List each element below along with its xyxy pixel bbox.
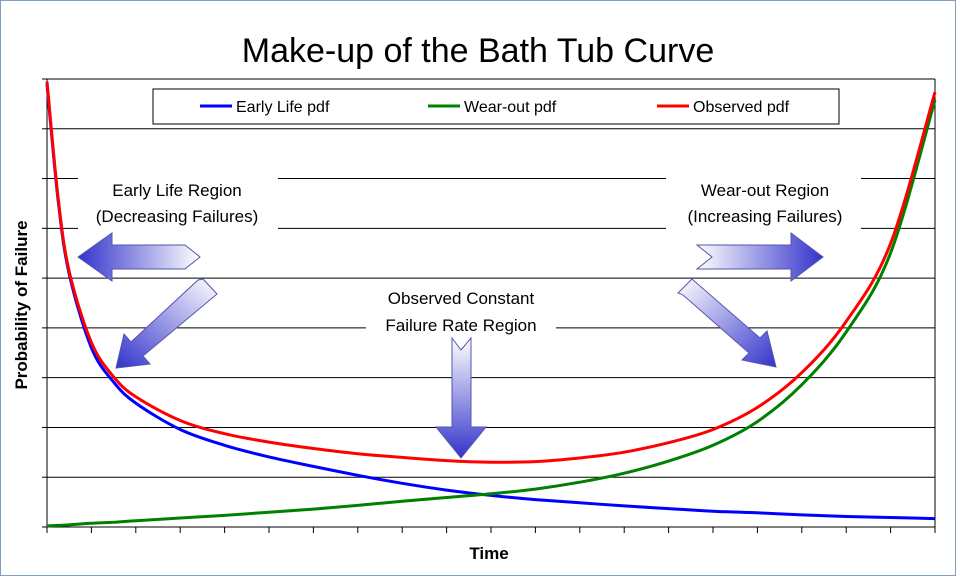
arrow-diag-wearout	[677, 278, 777, 368]
annot-early-bg	[78, 173, 278, 229]
legend-early-label: Early Life pdf	[236, 99, 330, 116]
arrow-left-early	[77, 232, 201, 282]
annot-early-line2: (Decreasing Failures)	[96, 207, 259, 226]
axes	[42, 78, 936, 533]
x-axis-label: Time	[469, 544, 508, 563]
series-observed-line	[45, 81, 937, 464]
legend: Early Life pdf Wear-out pdf Observed pdf	[152, 88, 840, 125]
annot-early-line1: Early Life Region	[112, 181, 241, 200]
legend-wearout-label: Wear-out pdf	[464, 99, 557, 116]
legend-box	[152, 88, 840, 125]
y-axis-label: Probability of Failure	[12, 220, 31, 389]
annot-constant-line1: Observed Constant	[388, 289, 535, 308]
series-early-life-line	[45, 84, 936, 521]
arrow-right-wearout	[695, 232, 824, 282]
arrow-down-constant	[434, 336, 488, 459]
gridlines	[47, 78, 935, 478]
legend-observed-label: Observed pdf	[693, 99, 790, 116]
arrow-diag-early	[115, 278, 218, 369]
annot-constant-bg	[366, 284, 556, 338]
chart-title: Make-up of the Bath Tub Curve	[242, 32, 714, 70]
annot-constant-line2: Failure Rate Region	[385, 316, 536, 335]
annot-wearout-line2: (Increasing Failures)	[688, 207, 843, 226]
annot-wearout-bg	[666, 173, 861, 229]
annot-wearout-line1: Wear-out Region	[701, 181, 829, 200]
series-wear-out-line	[46, 99, 937, 528]
series-group	[45, 81, 937, 528]
